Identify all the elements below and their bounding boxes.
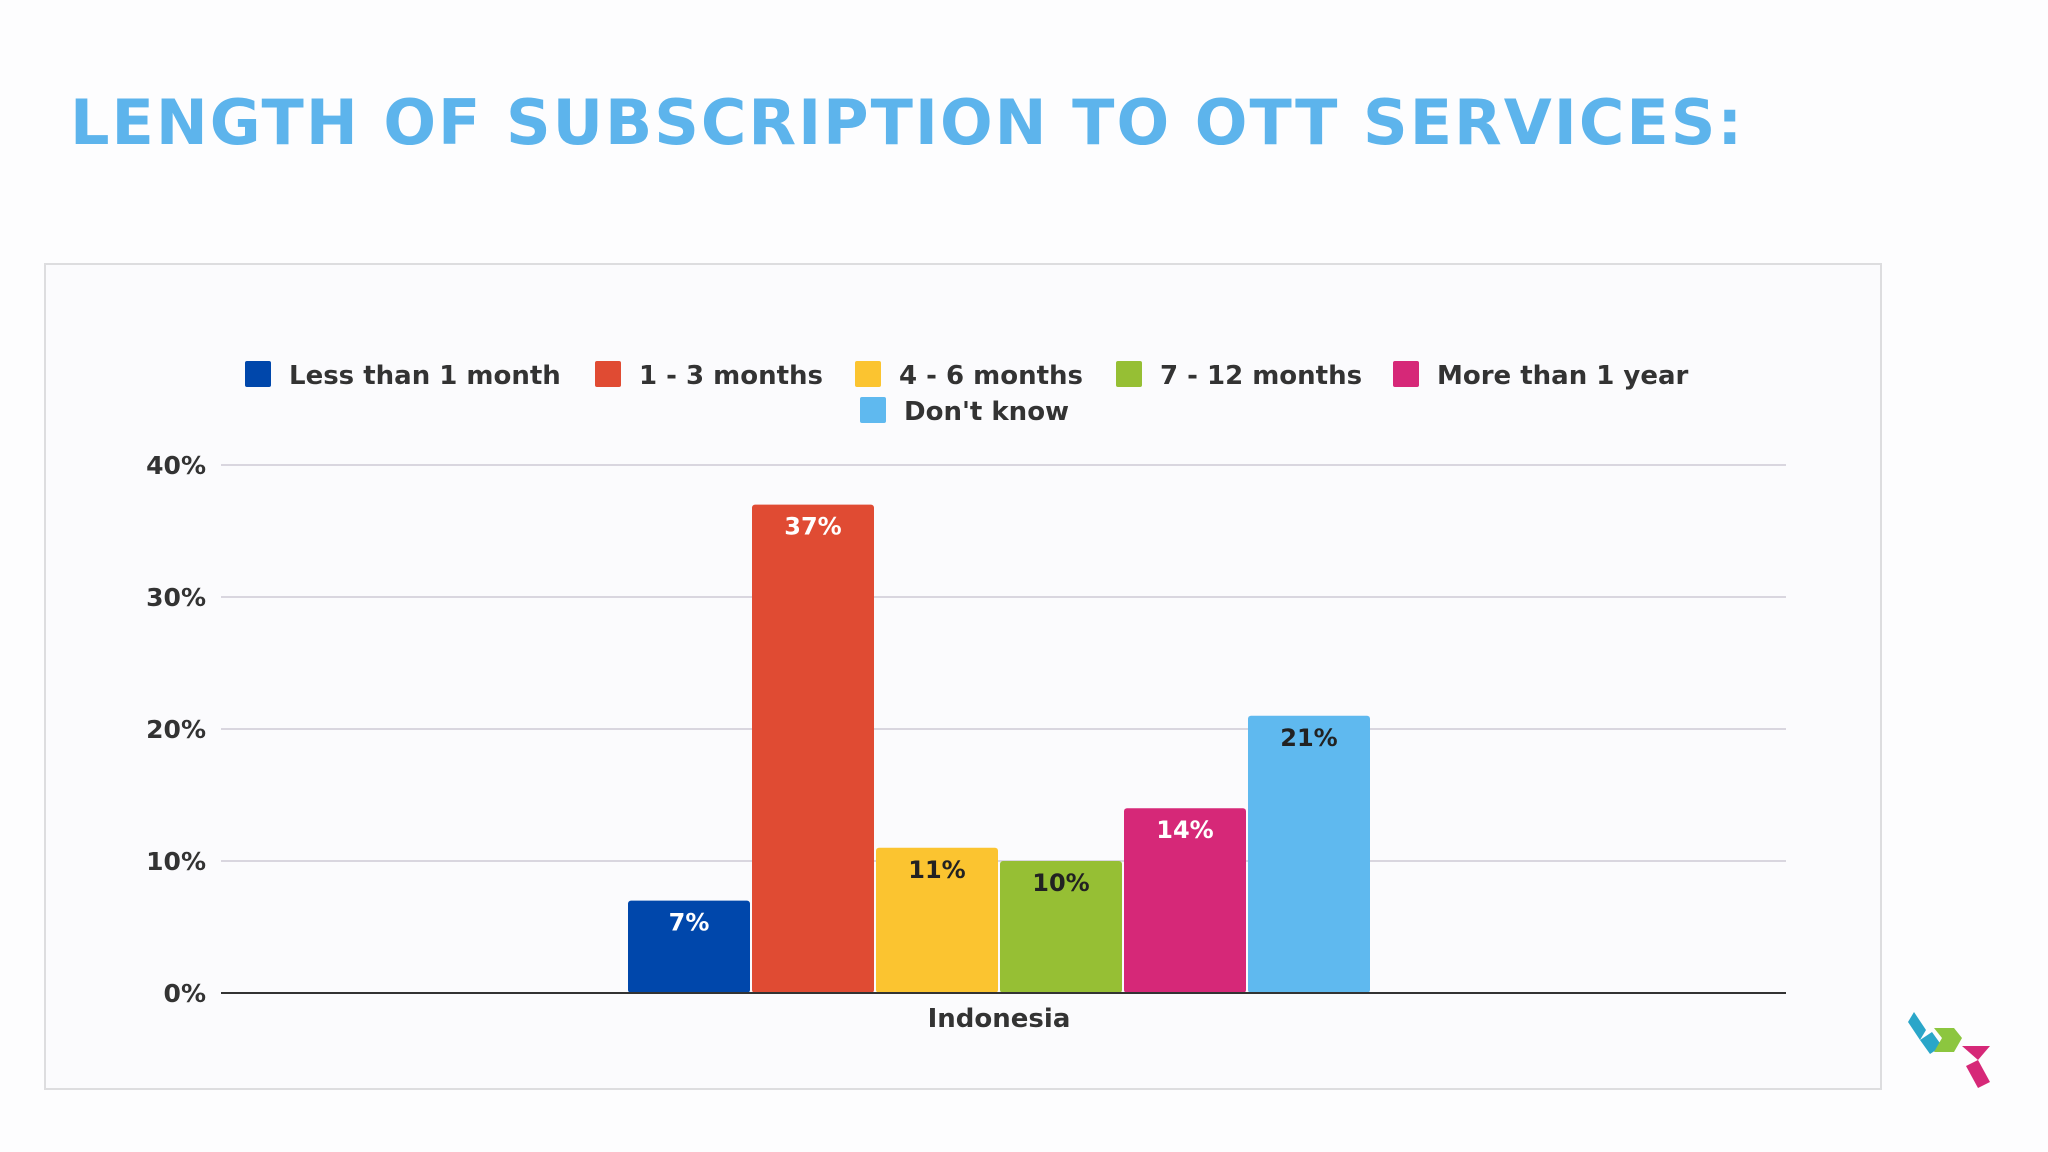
logo-shape-green-2: [1934, 1038, 1962, 1052]
brand-logo: [1908, 1012, 1990, 1088]
legend-item: Less than 1 month: [245, 361, 561, 391]
bar: [628, 900, 750, 993]
y-tick-label: 20%: [146, 715, 206, 744]
legend-swatch: [245, 361, 271, 387]
y-tick-label: 40%: [146, 451, 206, 480]
legend-item: Don't know: [860, 397, 1069, 427]
chart-bars: 7% 37% 11% 10% 14% 21%: [628, 504, 1370, 993]
legend-label: Don't know: [904, 397, 1069, 427]
y-tick-label: 30%: [146, 583, 206, 612]
logo-shape-green-1: [1934, 1028, 1962, 1038]
y-tick-label: 0%: [164, 979, 206, 1008]
x-tick-label: Indonesia: [928, 1004, 1071, 1034]
legend-swatch: [855, 361, 881, 387]
logo-shape-pink-2: [1966, 1060, 1990, 1088]
y-tick-label: 10%: [146, 847, 206, 876]
legend-item: More than 1 year: [1393, 361, 1689, 391]
chart-gridlines: [221, 464, 1786, 862]
data-label: 11%: [908, 856, 965, 884]
legend-label: 4 - 6 months: [899, 361, 1083, 391]
logo-shape-teal-1: [1908, 1012, 1926, 1040]
bar: [752, 504, 874, 993]
logo-shape-pink-1: [1962, 1046, 1990, 1060]
data-label: 14%: [1156, 816, 1213, 844]
chart-frame: Less than 1 month 1 - 3 months 4 - 6 month…: [44, 263, 1882, 1090]
legend-label: Less than 1 month: [289, 361, 561, 391]
legend-item: 7 - 12 months: [1116, 361, 1362, 391]
x-axis: Indonesia: [221, 992, 1786, 1034]
bar: [1000, 861, 1122, 993]
data-label: 7%: [669, 909, 710, 937]
bar-chart: Less than 1 month 1 - 3 months 4 - 6 month…: [146, 361, 1786, 1034]
bar: [876, 847, 998, 993]
legend-swatch: [860, 397, 886, 423]
legend-item: 4 - 6 months: [855, 361, 1083, 391]
legend-label: 1 - 3 months: [639, 361, 823, 391]
data-label: 21%: [1280, 724, 1337, 752]
legend-swatch: [1393, 361, 1419, 387]
legend-label: More than 1 year: [1437, 361, 1689, 391]
bar: [1124, 808, 1246, 993]
data-label: 10%: [1032, 869, 1089, 897]
y-axis: 0% 10% 20% 30% 40%: [146, 451, 206, 1008]
legend-label: 7 - 12 months: [1160, 361, 1362, 391]
legend-swatch: [1116, 361, 1142, 387]
slide-title: LENGTH OF SUBSCRIPTION TO OTT SERVICES:: [70, 86, 1745, 159]
legend-item: 1 - 3 months: [595, 361, 823, 391]
bar: [1248, 715, 1370, 993]
data-label: 37%: [784, 513, 841, 541]
chart-legend: Less than 1 month 1 - 3 months 4 - 6 month…: [245, 361, 1689, 427]
legend-swatch: [595, 361, 621, 387]
